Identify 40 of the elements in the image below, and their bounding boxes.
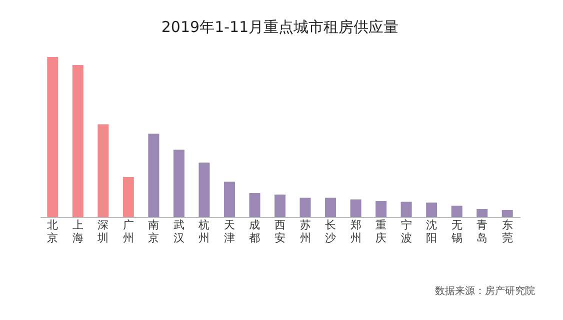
x-tick-label: 西安	[274, 218, 286, 244]
x-tick-label: 上海	[72, 218, 84, 244]
bar	[274, 194, 286, 217]
bar	[173, 150, 184, 217]
chart-title: 2019年1-11月重点城市租房供应量	[161, 18, 399, 36]
x-tick-label: 深圳	[96, 218, 109, 244]
bar	[350, 199, 362, 217]
bar	[476, 209, 488, 217]
x-tick-label: 广州	[122, 218, 134, 244]
bar	[502, 210, 513, 217]
x-tick-label: 成都	[249, 218, 260, 244]
bar	[300, 198, 311, 217]
bar	[98, 124, 109, 217]
source-note: 数据来源：房产研究院	[435, 284, 535, 298]
bar	[376, 201, 387, 217]
bar	[198, 162, 210, 217]
bar	[148, 134, 160, 217]
x-tick-label: 天津	[224, 218, 235, 244]
bar	[451, 206, 462, 217]
x-tick-label: 宁波	[400, 218, 412, 244]
bar	[47, 57, 58, 217]
bar	[400, 202, 412, 217]
bar	[72, 65, 84, 217]
x-tick-label: 苏州	[300, 218, 311, 244]
x-tick-label: 武汉	[173, 218, 184, 244]
x-tick-label: 沈阳	[426, 218, 438, 244]
x-tick-label: 郑州	[350, 218, 362, 244]
x-tick-label: 重庆	[376, 218, 387, 244]
x-tick-label: 杭州	[198, 218, 210, 244]
bar	[224, 182, 235, 217]
x-tick-label: 长沙	[325, 218, 336, 244]
bar	[426, 202, 438, 217]
x-tick-label: 南京	[148, 218, 160, 244]
x-tick-label: 无锡	[450, 218, 462, 244]
x-tick-label: 东莞	[502, 218, 513, 244]
bar	[249, 193, 260, 217]
x-tick-label: 青岛	[476, 218, 488, 244]
x-tick-label: 北京	[47, 218, 58, 244]
bar	[325, 198, 336, 217]
bar	[122, 177, 134, 217]
